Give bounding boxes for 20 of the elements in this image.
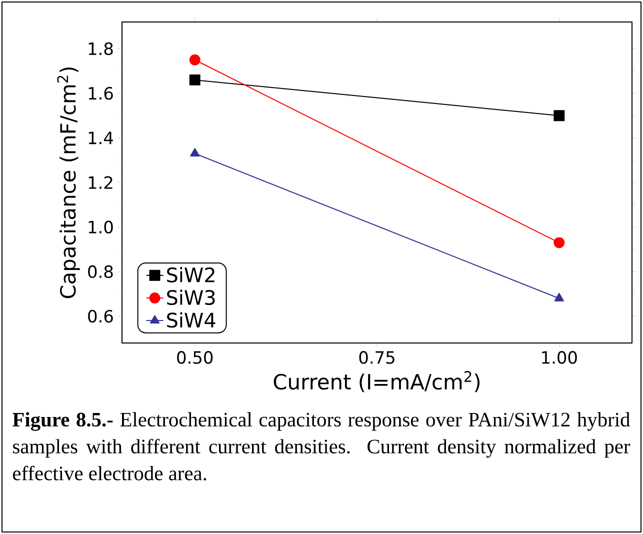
y-axis-title: Capacitance (mF/cm$^{2}$) — [57, 67, 80, 298]
legend-label: SiW2 — [167, 267, 214, 282]
point — [189, 54, 200, 66]
x-axis-title: Current (I=mA/cm$^{2}$) — [274, 371, 480, 392]
y-tick-label: 1.2 — [88, 176, 112, 189]
y-tick-label: 1.4 — [88, 132, 113, 144]
point — [554, 110, 565, 122]
text: Figure 8.5.- Electrochemical capacitors response over PAni/SiW12 hybrid samples with different current densities. Current density normalized per effective electrode area. — [12, 412, 630, 480]
point — [554, 237, 565, 248]
x-tick-label: 0.50 — [177, 351, 213, 364]
legend-label: SiW4 — [167, 312, 216, 328]
x-tick-label: 0.75 — [359, 351, 394, 364]
y-tick-label: 0.8 — [88, 265, 113, 278]
x-tick-label: 1.00 — [542, 351, 577, 364]
point — [189, 74, 200, 86]
legend-label: SiW3 — [167, 290, 215, 306]
y-tick-label: 1.8 — [88, 42, 113, 56]
y-tick-label: 0.6 — [88, 310, 113, 323]
y-tick-label: 1.0 — [88, 220, 113, 234]
y-tick-label: 1.6 — [88, 86, 113, 100]
